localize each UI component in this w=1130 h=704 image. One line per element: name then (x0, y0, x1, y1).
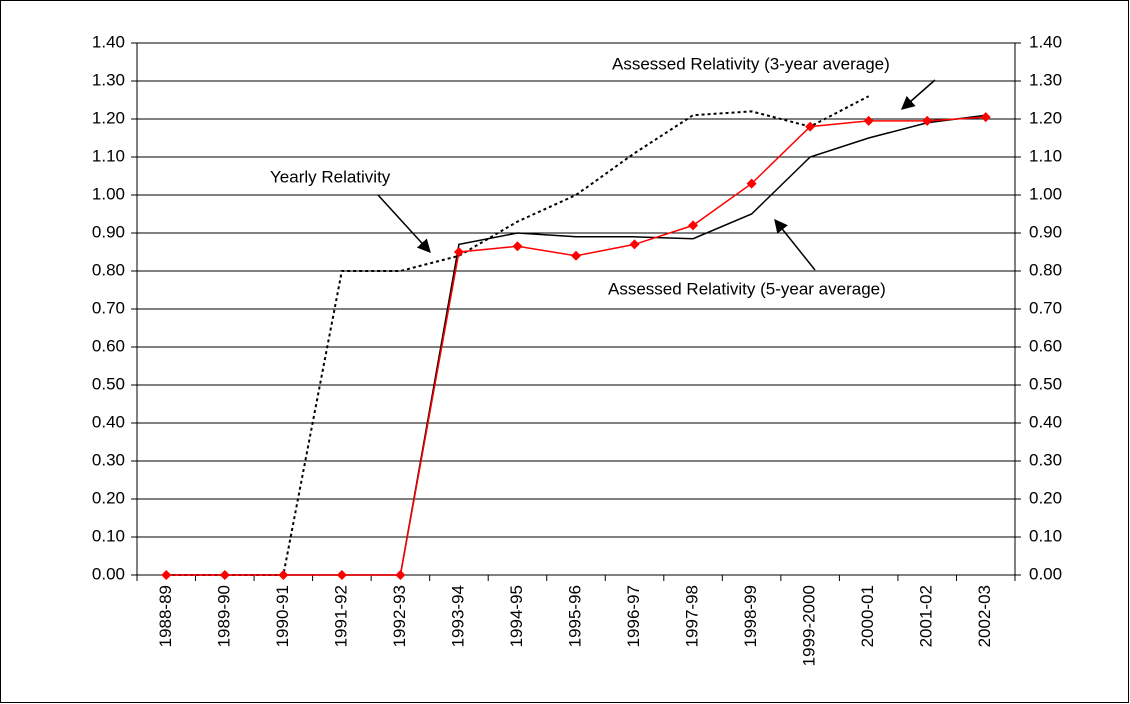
y2-tick-label: 1.10 (1029, 146, 1062, 165)
x-tick-label: 1990-91 (273, 585, 292, 647)
point (453, 247, 464, 257)
point (746, 178, 757, 189)
y-tick-label: 1.10 (92, 146, 125, 165)
y2-tick-label: 0.40 (1029, 412, 1062, 431)
arrow (774, 218, 816, 271)
x-tick-label: 1994-95 (507, 585, 526, 647)
x-tick-label: 1996-97 (624, 585, 643, 647)
point (512, 241, 523, 252)
point (219, 570, 230, 580)
arrow (377, 194, 431, 253)
y2-tick-label: 0.30 (1029, 450, 1062, 469)
y-tick-label: 0.20 (92, 488, 125, 507)
y-tick-label: 0.80 (92, 260, 125, 279)
y2-tick-label: 1.00 (1029, 184, 1062, 203)
point (922, 115, 933, 126)
point (571, 250, 581, 261)
y2-tick-label: 0.90 (1029, 222, 1062, 241)
y-tick-label: 0.50 (92, 374, 125, 393)
point (629, 239, 640, 250)
y-tick-label: 1.40 (92, 32, 125, 51)
point (805, 121, 816, 132)
x-tick-label: 2000-01 (858, 585, 877, 647)
y-tick-label: 0.90 (92, 222, 125, 241)
annotation: Assessed Relativity (3-year average) (612, 54, 890, 73)
x-tick-label: 1991-92 (331, 585, 350, 647)
y-tick-label: 1.20 (92, 108, 125, 127)
x-tick-label: 1998-99 (741, 585, 760, 647)
y2-tick-label: 0.60 (1029, 336, 1062, 355)
y2-tick-label: 0.70 (1029, 298, 1062, 317)
y2-tick-label: 0.50 (1029, 374, 1062, 393)
y2-tick-label: 0.80 (1029, 260, 1062, 279)
y2-tick-label: 1.40 (1029, 32, 1062, 51)
annotation: Assessed Relativity (5-year average) (608, 279, 886, 298)
x-tick-label: 1997-98 (683, 585, 702, 647)
y-tick-label: 0.60 (92, 336, 125, 355)
x-tick-label: 2002-03 (975, 585, 994, 647)
x-tick-label: 1999-2000 (800, 585, 819, 666)
y2-tick-label: 0.00 (1029, 564, 1062, 583)
point (278, 570, 289, 580)
point (395, 570, 406, 580)
x-tick-label: 1992-93 (390, 585, 409, 647)
series-line (166, 95, 870, 576)
point (336, 570, 347, 580)
y2-tick-label: 1.20 (1029, 108, 1062, 127)
x-tick-label: 1988-89 (156, 585, 175, 647)
y-tick-label: 1.00 (92, 184, 125, 203)
y-tick-label: 0.30 (92, 450, 125, 469)
y2-tick-label: 0.10 (1029, 526, 1062, 545)
y2-tick-label: 0.20 (1029, 488, 1062, 507)
point (161, 570, 172, 580)
y-tick-label: 0.70 (92, 298, 125, 317)
y-tick-label: 0.10 (92, 526, 125, 545)
y-tick-label: 1.30 (92, 70, 125, 89)
y2-tick-label: 1.30 (1029, 70, 1062, 89)
point (863, 115, 874, 126)
x-tick-label: 1989-90 (214, 585, 233, 647)
x-tick-label: 1995-96 (565, 585, 584, 647)
x-tick-label: 1993-94 (448, 585, 467, 647)
y-tick-label: 0.00 (92, 564, 125, 583)
point (688, 220, 699, 231)
point (980, 112, 991, 123)
x-tick-label: 2001-02 (917, 585, 936, 647)
y-tick-label: 0.40 (92, 412, 125, 431)
arrow (900, 79, 936, 110)
annotation: Yearly Relativity (270, 167, 391, 186)
